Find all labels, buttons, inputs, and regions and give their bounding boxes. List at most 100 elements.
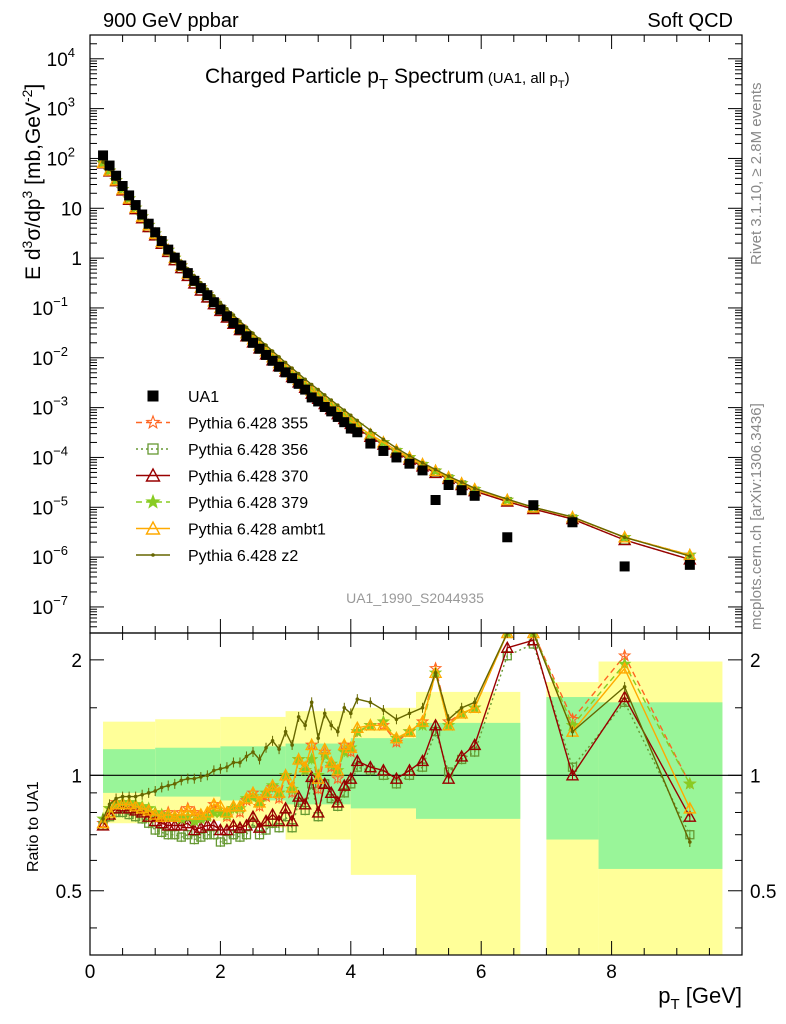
chart-title: Charged Particle pT Spectrum (UA1, all pT… — [205, 65, 570, 93]
y-tick-label: 10 — [61, 199, 82, 220]
data-point — [241, 331, 252, 342]
ratio-point — [265, 807, 280, 820]
ratio-point — [330, 771, 345, 785]
series-point — [316, 387, 321, 392]
ratio-point — [683, 801, 697, 814]
analysis-watermark: UA1_1990_S2044935 — [346, 590, 484, 606]
main-panel: 10410310210110−110−210−310−410−510−610−7… — [19, 34, 743, 634]
ratio-point — [311, 771, 325, 784]
data-point — [261, 349, 272, 360]
ratio-point — [322, 711, 327, 716]
data-point — [684, 559, 695, 570]
ratio-point — [102, 807, 117, 820]
ratio-point — [264, 745, 268, 750]
ratio-point — [428, 718, 443, 731]
ratio-point — [272, 814, 286, 827]
legend-marker — [145, 493, 161, 509]
ratio-point — [133, 794, 138, 799]
ratio-point — [199, 775, 203, 779]
ratio-point — [163, 830, 173, 840]
legend-label: Pythia 6.428 356 — [188, 442, 308, 459]
ratio-point — [141, 803, 156, 816]
ratio-point — [115, 797, 130, 810]
ratio-point — [202, 830, 213, 840]
ratio-point — [381, 708, 386, 712]
y-tick-label: 10−5 — [32, 493, 68, 519]
ratio-point — [337, 737, 351, 751]
data-point — [378, 445, 389, 456]
ratio-point — [467, 737, 482, 751]
ratio-point — [212, 768, 216, 773]
data-point — [228, 317, 239, 328]
series-point — [290, 366, 294, 370]
ratio-point — [207, 818, 221, 831]
data-point — [137, 209, 148, 220]
ratio-point — [155, 816, 169, 829]
ratio-point — [161, 818, 175, 831]
ratio-point — [407, 711, 412, 716]
ratio-point — [298, 797, 312, 810]
ratio-point — [316, 736, 321, 740]
ratio-point — [213, 823, 228, 836]
data-point — [528, 500, 539, 511]
ratio-point — [283, 729, 288, 734]
data-point — [306, 392, 317, 403]
ratio-point — [342, 705, 347, 710]
legend-entry: Pythia 6.428 379 — [136, 493, 308, 512]
data-point — [111, 170, 122, 181]
ratio-point — [238, 760, 242, 765]
legend-label: Pythia 6.428 ambt1 — [188, 522, 326, 539]
data-point — [293, 378, 304, 389]
ratio-point — [467, 700, 482, 713]
ratio-point — [218, 766, 223, 771]
series-point — [355, 418, 360, 423]
ratio-point — [683, 809, 697, 822]
ratio-point — [251, 750, 255, 754]
legend-marker — [147, 443, 159, 455]
legend-entry: Pythia 6.428 ambt1 — [136, 520, 326, 539]
series-point — [309, 382, 314, 387]
series-point — [251, 331, 255, 336]
ratio-point — [402, 763, 417, 776]
ratio-point — [459, 705, 464, 710]
ratio-point — [441, 718, 456, 731]
legend-marker — [145, 520, 161, 535]
ratio-point — [241, 830, 252, 840]
ratio-point — [304, 737, 319, 751]
ratio-point — [244, 754, 249, 759]
data-point — [130, 200, 141, 211]
y-tick-label: 104 — [47, 45, 75, 71]
ratio-point — [278, 768, 293, 781]
x-axis-label: pT [GeV] — [658, 983, 742, 1013]
ratio-band-inner — [103, 749, 156, 793]
series-point — [433, 467, 438, 472]
ratio-point — [329, 723, 334, 728]
ratio-point — [222, 834, 232, 845]
ratio-point — [122, 797, 136, 810]
y-tick-label: 103 — [47, 95, 75, 121]
ratio-point — [433, 671, 438, 675]
ratio-point — [205, 773, 210, 778]
data-point — [300, 384, 311, 395]
ratio-point — [291, 752, 306, 765]
ratio-point — [441, 771, 456, 784]
ratio-point — [688, 840, 692, 844]
data-point — [143, 218, 154, 229]
series-point — [329, 398, 334, 402]
ratio-point — [309, 700, 314, 705]
ratio-point — [226, 818, 241, 831]
x-tick-label: 0 — [85, 962, 96, 983]
ratio-point — [355, 697, 360, 701]
ratio-point — [101, 817, 105, 821]
data-point — [326, 406, 337, 417]
legend: UA1 Pythia 6.428 355 Pythia 6.428 356 Pythi… — [136, 389, 326, 565]
data-point — [176, 260, 187, 271]
data-point — [156, 236, 167, 247]
series-point — [505, 497, 510, 502]
ratio-point — [311, 805, 325, 818]
ratio-y-tick-label-right: 2 — [750, 651, 761, 672]
data-point — [189, 275, 200, 286]
data-point — [502, 532, 513, 543]
header-right: Soft QCD — [647, 10, 733, 32]
data-point — [339, 417, 350, 428]
